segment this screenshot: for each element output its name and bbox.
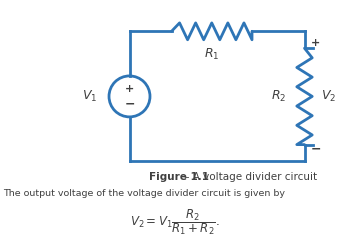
Text: $V_2 = V_1\dfrac{R_2}{R_1+R_2}.$: $V_2 = V_1\dfrac{R_2}{R_1+R_2}.$ (130, 207, 220, 237)
Text: – A voltage divider circuit: – A voltage divider circuit (181, 172, 317, 182)
Text: The output voltage of the voltage divider circuit is given by: The output voltage of the voltage divide… (4, 189, 286, 198)
Text: $R_1$: $R_1$ (204, 47, 219, 62)
Text: Figure 1.1: Figure 1.1 (149, 172, 209, 182)
Text: $V_1$: $V_1$ (82, 89, 97, 104)
Text: $R_2$: $R_2$ (271, 89, 286, 104)
Text: −: − (124, 98, 135, 111)
Text: +: + (311, 38, 320, 48)
Text: +: + (125, 84, 134, 94)
Text: $V_2$: $V_2$ (321, 89, 337, 104)
Text: −: − (310, 143, 321, 156)
